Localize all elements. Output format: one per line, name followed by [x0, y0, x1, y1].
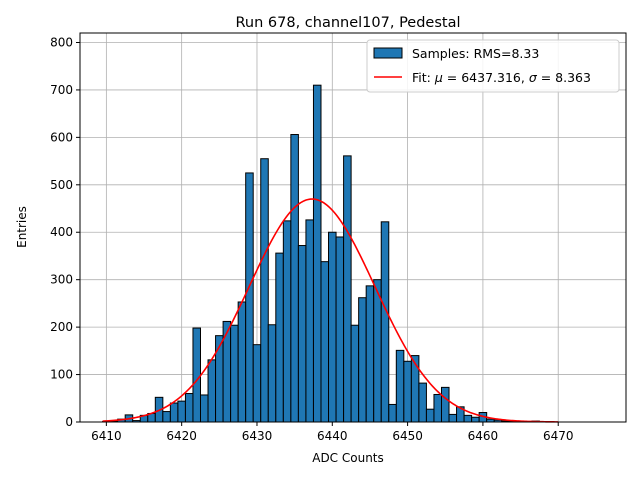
x-tick-label-0: 6410 — [91, 429, 122, 443]
histogram-bar — [260, 158, 269, 423]
y-tick-label-1: 100 — [50, 368, 73, 382]
histogram-bar — [440, 386, 450, 423]
legend-fit-prefix: Fit: — [412, 70, 435, 85]
histogram-bar — [373, 279, 382, 423]
y-tick-label-7: 700 — [50, 83, 73, 97]
histogram-bar — [380, 221, 390, 423]
histogram-bar — [297, 245, 307, 423]
histogram-bar — [448, 413, 458, 423]
histogram-bar — [162, 411, 171, 423]
y-tick-label-3: 300 — [50, 273, 73, 287]
histogram-bar — [365, 285, 375, 423]
x-tick-label-5: 6460 — [468, 429, 499, 443]
x-tick-label-4: 6450 — [392, 429, 423, 443]
plot-frame — [79, 32, 627, 423]
histogram-bar — [463, 414, 473, 423]
histogram-bar — [320, 261, 330, 423]
legend-label-fit: Fit: μ = 6437.316, σ = 8.363 — [412, 70, 591, 85]
histogram-bar — [199, 394, 209, 423]
histogram-bar — [418, 382, 427, 423]
histogram-bar — [192, 327, 201, 423]
chart-title: Run 678, channel107, Pedestal — [235, 15, 460, 31]
legend-box — [366, 39, 620, 93]
x-axis-ticks: 6410 6420 6430 6440 6450 6460 6470 — [91, 422, 573, 443]
histogram-bar — [282, 220, 292, 423]
x-tick-label-1: 6420 — [166, 429, 197, 443]
histogram-bar — [230, 324, 239, 423]
x-axis-label: ADC Counts — [312, 451, 384, 465]
histogram-bar — [177, 400, 186, 423]
histogram-bars — [102, 84, 540, 423]
histogram-bar — [245, 172, 254, 423]
histogram-bar — [169, 402, 179, 423]
legend-swatch-samples — [373, 47, 403, 59]
y-tick-label-4: 400 — [50, 225, 73, 239]
legend-fit-mu-value: = 6437.316, — [443, 70, 529, 85]
legend-fit-mu-symbol: μ — [434, 70, 443, 85]
histogram-bar — [290, 134, 299, 423]
legend-fit-sigma-value: = 8.363 — [537, 70, 591, 85]
legend-label-samples: Samples: RMS=8.33 — [412, 46, 539, 61]
histogram-bar — [267, 324, 277, 423]
histogram-bar — [237, 301, 247, 423]
legend: Samples: RMS=8.33 Fit: μ = 6437.316, σ =… — [366, 39, 620, 93]
x-tick-label-3: 6440 — [317, 429, 348, 443]
histogram-bar — [395, 349, 405, 423]
histogram-bar — [410, 355, 420, 423]
histogram-bar — [425, 408, 435, 423]
histogram-bar — [312, 84, 322, 423]
histogram-bar — [358, 297, 367, 423]
histogram-bar — [343, 155, 352, 423]
histogram-bar — [471, 416, 480, 423]
histogram-bar — [335, 236, 345, 423]
x-tick-label-2: 6430 — [242, 429, 273, 443]
histogram-bar — [252, 344, 262, 423]
y-tick-label-2: 200 — [50, 320, 73, 334]
legend-fit-sigma-symbol: σ — [529, 70, 538, 85]
y-axis-label: Entries — [15, 206, 29, 248]
y-tick-label-6: 600 — [50, 130, 73, 144]
histogram-bar — [433, 393, 442, 423]
grid-lines — [80, 33, 626, 423]
histogram-bar — [207, 359, 217, 423]
x-tick-label-6: 6470 — [543, 429, 574, 443]
histogram-bar — [388, 403, 397, 423]
histogram-bar — [275, 252, 284, 423]
histogram-bar — [215, 335, 224, 423]
y-tick-label-0: 0 — [65, 415, 73, 429]
histogram-bar — [328, 231, 337, 423]
y-tick-label-8: 800 — [50, 35, 73, 49]
histogram-bar — [403, 360, 412, 423]
y-axis-ticks: 0 100 200 300 400 500 600 700 800 — [50, 35, 80, 429]
gaussian-fit-curve — [102, 198, 559, 423]
histogram-bar — [184, 393, 194, 423]
y-tick-label-5: 500 — [50, 178, 73, 192]
histogram-bar — [305, 219, 314, 423]
histogram-bar — [350, 324, 360, 423]
